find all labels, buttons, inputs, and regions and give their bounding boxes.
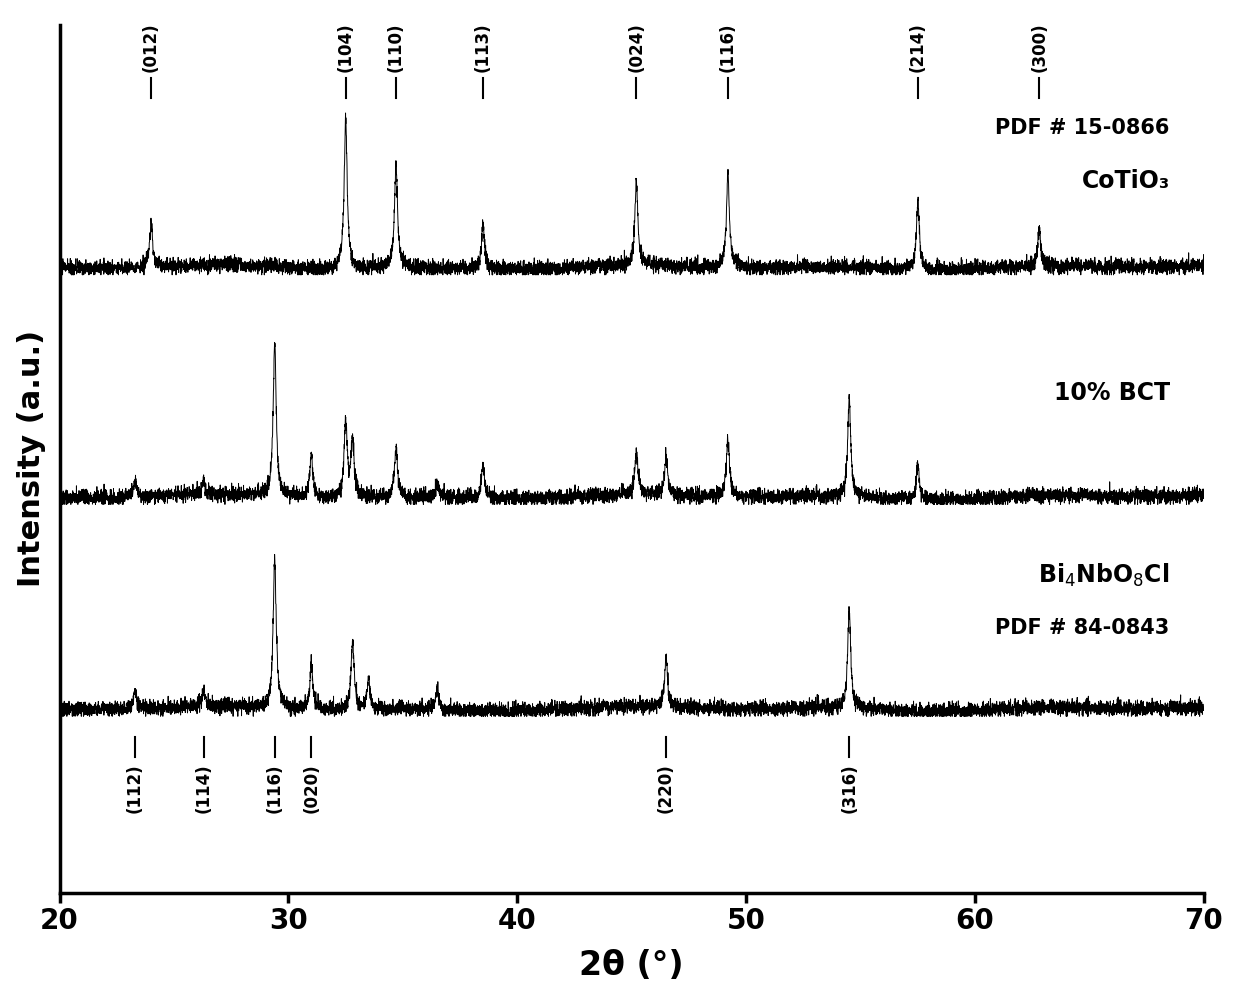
Text: (012): (012): [143, 22, 160, 72]
Text: (110): (110): [387, 22, 405, 72]
Text: (316): (316): [841, 763, 858, 813]
Text: (112): (112): [126, 763, 144, 813]
Text: (300): (300): [1030, 22, 1048, 72]
Text: PDF # 84-0843: PDF # 84-0843: [996, 618, 1169, 638]
Text: (114): (114): [195, 763, 213, 813]
Text: Bi$_4$NbO$_8$Cl: Bi$_4$NbO$_8$Cl: [1038, 561, 1169, 588]
Text: (116): (116): [265, 763, 284, 813]
Text: (024): (024): [627, 22, 645, 72]
Y-axis label: Intensity (a.u.): Intensity (a.u.): [16, 331, 46, 587]
Text: (113): (113): [474, 22, 492, 72]
Text: (020): (020): [303, 763, 320, 813]
Text: (220): (220): [657, 763, 675, 813]
Text: (104): (104): [336, 22, 355, 72]
Text: (214): (214): [909, 22, 926, 72]
Text: PDF # 15-0866: PDF # 15-0866: [996, 118, 1169, 138]
Text: (116): (116): [719, 22, 737, 72]
Text: CoTiO₃: CoTiO₃: [1081, 169, 1169, 193]
Text: 10% BCT: 10% BCT: [1054, 381, 1169, 405]
X-axis label: 2θ (°): 2θ (°): [579, 949, 684, 982]
